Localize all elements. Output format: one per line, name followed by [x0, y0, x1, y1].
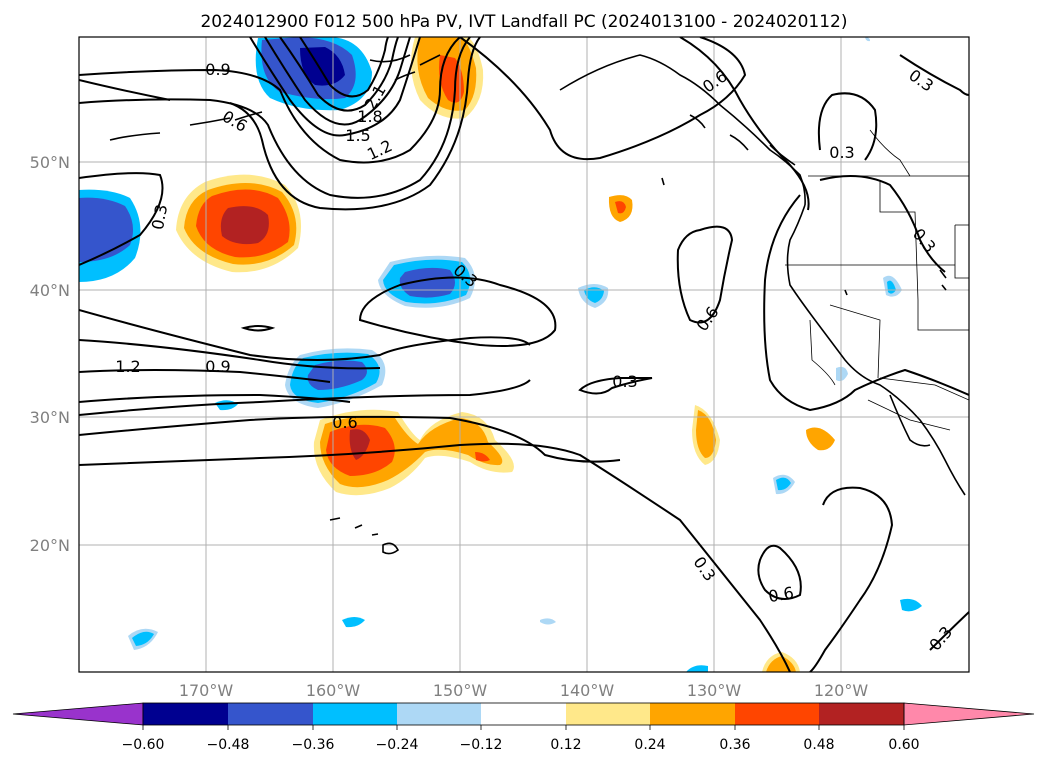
colorbar-bin [143, 703, 228, 725]
contour-label: 0.6 [332, 413, 357, 432]
positive-anomaly-north [411, 37, 484, 119]
colorbar-tick-label: 0.60 [888, 737, 919, 753]
colorbar-bin [819, 703, 904, 725]
colorbar-frame [142, 702, 905, 726]
colorbar-bin [735, 703, 819, 725]
colorbar-tick-label: 0.36 [719, 737, 750, 753]
colorbar-bin [228, 703, 313, 725]
colorbar-tick-label: −0.48 [207, 737, 250, 753]
colorbar-bin [313, 703, 397, 725]
colorbar-bin [397, 703, 481, 725]
contour-label: 0.3 [829, 143, 854, 162]
lon-label-170w: 170°W [179, 681, 234, 700]
coastlines [109, 54, 966, 555]
latitude-labels: 50°N 40°N 30°N 20°N [30, 153, 70, 555]
contour-label: 0.9 [205, 60, 230, 79]
colorbar-ticks [142, 725, 905, 730]
lon-label-140w: 140°W [560, 681, 615, 700]
colorbar-tick-label: −0.36 [292, 737, 335, 753]
colorbar-tick-label: −0.60 [122, 737, 165, 753]
political-borders [785, 129, 969, 431]
positive-anomaly-small-b [692, 405, 720, 465]
colorbar-bin [481, 703, 566, 725]
positive-anomaly-west [176, 174, 302, 273]
contour-label: 1.2 [115, 357, 140, 376]
longitude-labels: 170°W 160°W 150°W 140°W 130°W 120°W [179, 681, 869, 700]
colorbar: −0.60 −0.48 −0.36 −0.24 −0.12 0.12 0.24 … [12, 702, 1035, 753]
map-frame [78, 36, 970, 673]
contour-label: 0.3 [148, 203, 171, 231]
positive-anomaly-small-a [608, 195, 633, 222]
contour-label: 0.6 [767, 583, 795, 606]
colorbar-tick-label: −0.12 [460, 737, 503, 753]
lat-label-20n: 20°N [30, 536, 70, 555]
positive-anomaly-small-c [806, 427, 835, 451]
ivt-contours [79, 37, 969, 672]
colorbar-tick-labels: −0.60 −0.48 −0.36 −0.24 −0.12 0.12 0.24 … [122, 737, 920, 753]
lon-label-130w: 130°W [687, 681, 742, 700]
contour-label: 1.8 [357, 107, 382, 126]
colorbar-tick-label: 0.24 [634, 737, 665, 753]
map-title: 2024012900 F012 500 hPa PV, IVT Landfall… [200, 12, 847, 32]
negative-anomaly-specks [128, 37, 922, 672]
positive-anomaly-subtropic [313, 409, 514, 496]
lon-label-160w: 160°W [306, 681, 361, 700]
colorbar-tick-label: 0.48 [803, 737, 834, 753]
contour-label: 0.9 [205, 357, 230, 376]
colorbar-tick-label: −0.24 [376, 737, 419, 753]
lat-label-40n: 40°N [30, 281, 70, 300]
graticule [79, 37, 969, 672]
lon-label-150w: 150°W [433, 681, 488, 700]
colorbar-bin [650, 703, 735, 725]
lat-label-30n: 30°N [30, 408, 70, 427]
contour-label: 1.5 [345, 126, 370, 145]
colorbar-bin [566, 703, 650, 725]
colorbar-tick-label: 0.12 [550, 737, 581, 753]
lat-label-50n: 50°N [30, 153, 70, 172]
lon-label-120w: 120°W [814, 681, 869, 700]
contour-label: 0.3 [612, 372, 637, 391]
